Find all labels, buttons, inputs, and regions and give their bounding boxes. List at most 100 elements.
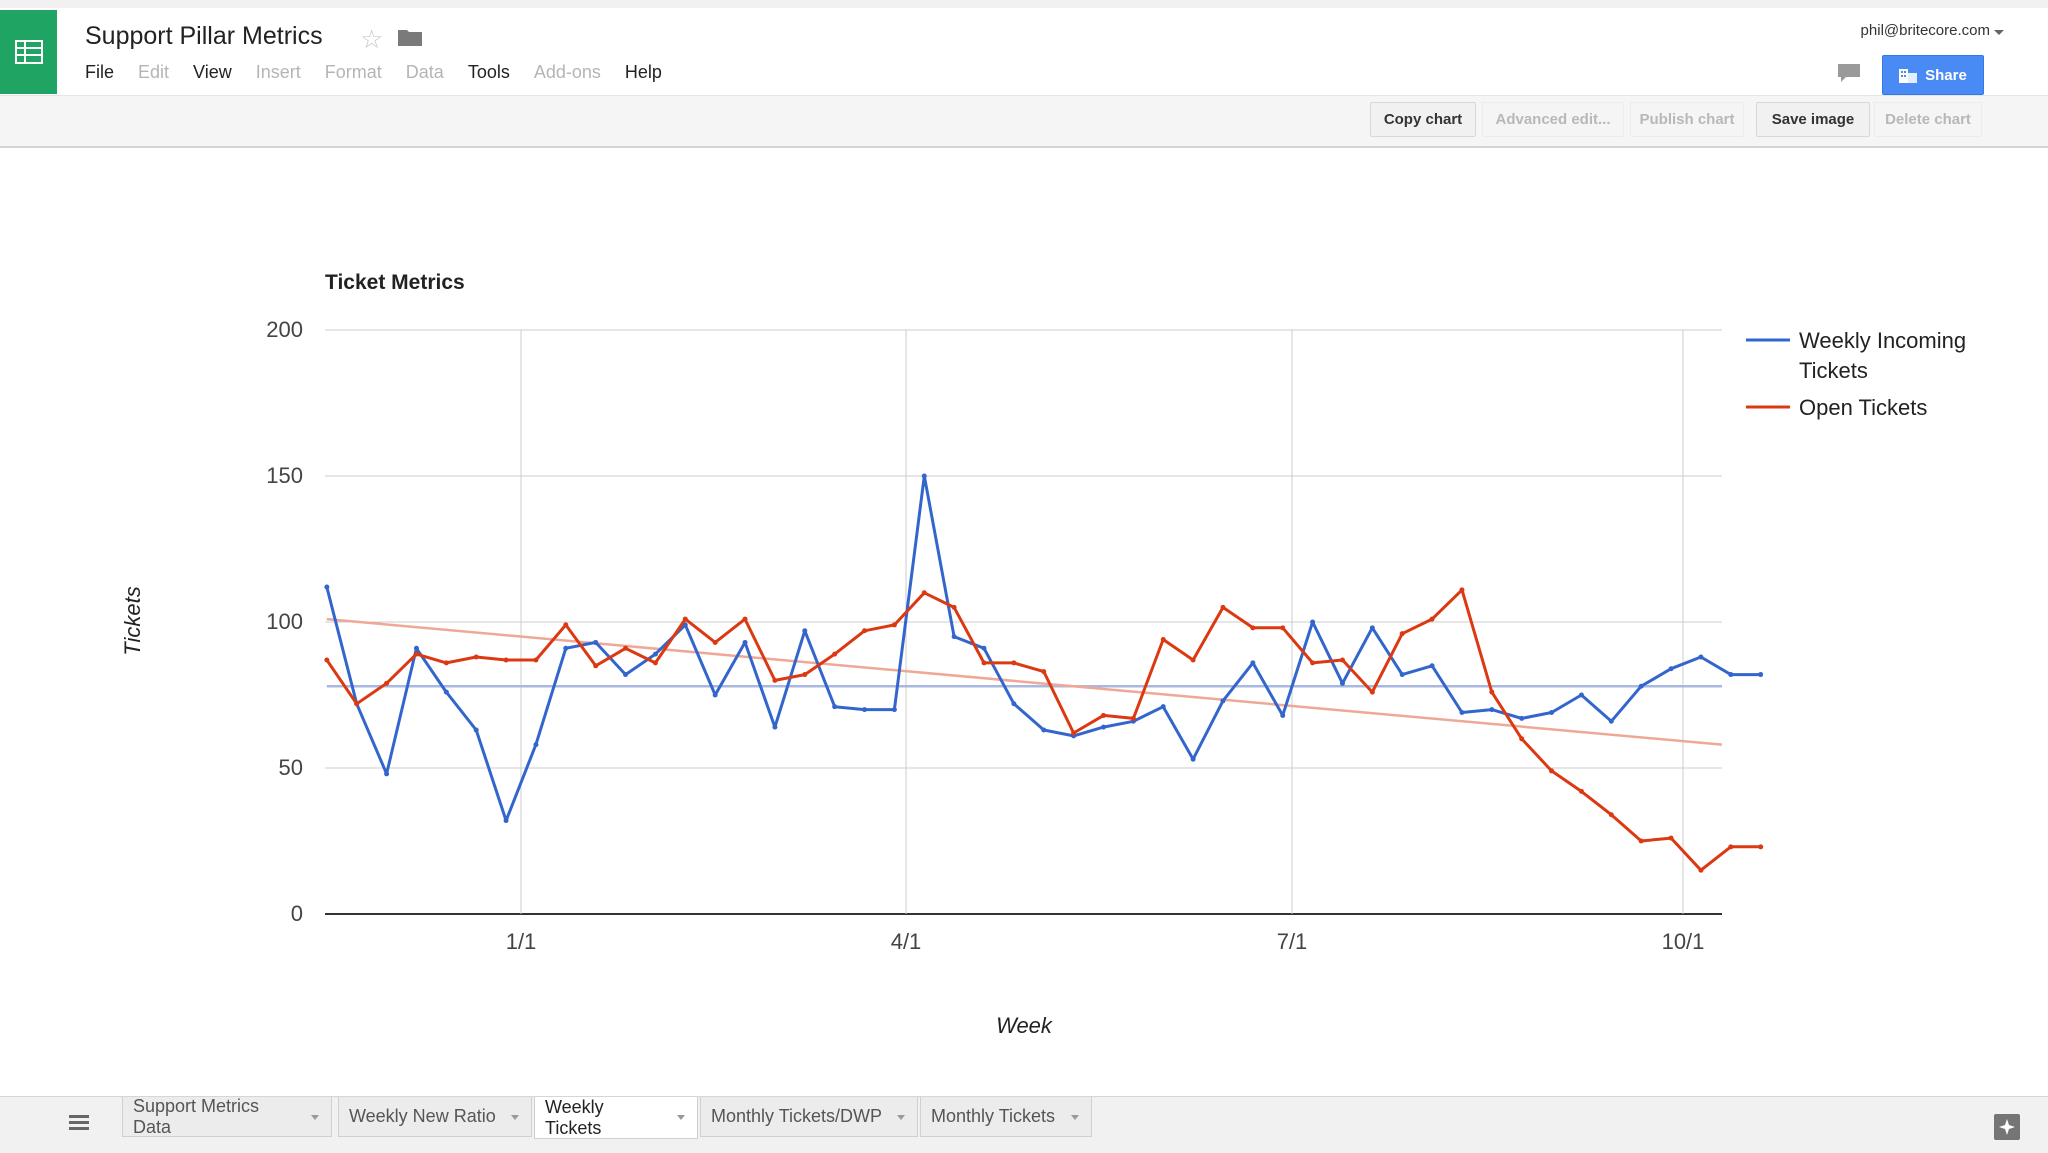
sheet-tab-weekly-new-ratio[interactable]: Weekly New Ratio — [338, 1097, 532, 1137]
data-point[interactable] — [891, 622, 897, 628]
account-caret-icon[interactable] — [1994, 30, 2004, 35]
data-point[interactable] — [1459, 587, 1465, 593]
data-point[interactable] — [443, 689, 449, 695]
data-point[interactable] — [1071, 730, 1077, 736]
data-point[interactable] — [802, 672, 808, 678]
data-point[interactable] — [1608, 812, 1614, 818]
data-point[interactable] — [533, 657, 539, 663]
data-point[interactable] — [1339, 680, 1345, 686]
data-point[interactable] — [443, 660, 449, 666]
data-point[interactable] — [862, 628, 868, 634]
data-point[interactable] — [712, 692, 718, 698]
data-point[interactable] — [742, 616, 748, 622]
menu-insert[interactable]: Insert — [255, 62, 301, 82]
data-point[interactable] — [593, 663, 599, 669]
data-point[interactable] — [802, 628, 808, 634]
data-point[interactable] — [1280, 625, 1286, 631]
share-button[interactable]: Share — [1882, 55, 1984, 95]
data-point[interactable] — [1369, 689, 1375, 695]
data-point[interactable] — [832, 651, 838, 657]
data-point[interactable] — [1519, 736, 1525, 742]
data-point[interactable] — [682, 616, 688, 622]
data-point[interactable] — [772, 677, 778, 683]
data-point[interactable] — [1100, 712, 1106, 718]
document-title[interactable]: Support Pillar Metrics — [85, 22, 323, 50]
data-point[interactable] — [1190, 756, 1196, 762]
menu-file[interactable]: File — [85, 62, 115, 82]
advanced-edit-button[interactable]: Advanced edit... — [1482, 102, 1624, 137]
tab-dropdown-caret-icon[interactable] — [1071, 1115, 1079, 1120]
data-point[interactable] — [1041, 669, 1047, 675]
data-point[interactable] — [981, 660, 987, 666]
data-point[interactable] — [652, 651, 658, 657]
data-point[interactable] — [1399, 672, 1405, 678]
data-point[interactable] — [1698, 867, 1704, 873]
data-point[interactable] — [324, 657, 330, 663]
copy-chart-button[interactable]: Copy chart — [1370, 102, 1476, 137]
data-point[interactable] — [1041, 727, 1047, 733]
menu-data[interactable]: Data — [405, 62, 444, 82]
data-point[interactable] — [1220, 698, 1226, 704]
data-point[interactable] — [1011, 660, 1017, 666]
data-point[interactable] — [1638, 683, 1644, 689]
data-point[interactable] — [1429, 616, 1435, 622]
data-point[interactable] — [772, 724, 778, 730]
data-point[interactable] — [921, 473, 927, 479]
save-image-button[interactable]: Save image — [1756, 102, 1870, 137]
star-icon[interactable]: ☆ — [360, 24, 384, 54]
menu-view[interactable]: View — [193, 62, 232, 82]
data-point[interactable] — [1250, 660, 1256, 666]
tab-dropdown-caret-icon[interactable] — [511, 1115, 519, 1120]
data-point[interactable] — [1608, 718, 1614, 724]
data-point[interactable] — [1130, 715, 1136, 721]
data-point[interactable] — [1160, 704, 1166, 710]
data-point[interactable] — [623, 672, 629, 678]
data-point[interactable] — [981, 645, 987, 651]
data-point[interactable] — [1339, 657, 1345, 663]
comments-icon[interactable] — [1838, 64, 1860, 87]
data-point[interactable] — [354, 701, 360, 707]
data-point[interactable] — [1728, 844, 1734, 850]
data-point[interactable] — [503, 818, 509, 824]
data-point[interactable] — [1728, 672, 1734, 678]
data-point[interactable] — [1100, 724, 1106, 730]
sheet-tab-monthly-tickets-dwp[interactable]: Monthly Tickets/DWP — [700, 1097, 918, 1137]
tab-dropdown-caret-icon[interactable] — [311, 1115, 319, 1120]
ticket-metrics-chart[interactable]: 0 50 100 150 200 1/1 4/1 7/1 10/1 Ticket Metrics W… — [0, 148, 2048, 1094]
data-point[interactable] — [951, 604, 957, 610]
data-point[interactable] — [1578, 692, 1584, 698]
data-point[interactable] — [682, 622, 688, 628]
sheet-tab-monthly-tickets[interactable]: Monthly Tickets — [920, 1097, 1092, 1137]
menu-add-ons[interactable]: Add-ons — [533, 62, 601, 82]
data-point[interactable] — [1668, 666, 1674, 672]
data-point[interactable] — [473, 654, 479, 660]
publish-chart-button[interactable]: Publish chart — [1630, 102, 1744, 137]
sheet-tab-weekly-tickets[interactable]: Weekly Tickets — [534, 1097, 698, 1139]
data-point[interactable] — [503, 657, 509, 663]
menu-format[interactable]: Format — [324, 62, 382, 82]
data-point[interactable] — [1429, 663, 1435, 669]
tab-dropdown-caret-icon[interactable] — [677, 1115, 685, 1120]
data-point[interactable] — [1758, 844, 1764, 850]
data-point[interactable] — [1758, 672, 1764, 678]
data-point[interactable] — [742, 639, 748, 645]
data-point[interactable] — [384, 771, 390, 777]
folder-icon[interactable] — [398, 28, 422, 51]
explore-icon[interactable] — [1994, 1114, 2020, 1145]
data-point[interactable] — [563, 645, 569, 651]
data-point[interactable] — [712, 639, 718, 645]
data-point[interactable] — [473, 727, 479, 733]
data-point[interactable] — [623, 645, 629, 651]
data-point[interactable] — [1399, 631, 1405, 637]
data-point[interactable] — [1011, 701, 1017, 707]
data-point[interactable] — [951, 634, 957, 640]
user-email[interactable]: phil@britecore.com — [1860, 22, 1990, 39]
data-point[interactable] — [832, 704, 838, 710]
data-point[interactable] — [384, 680, 390, 686]
tab-dropdown-caret-icon[interactable] — [897, 1115, 905, 1120]
data-point[interactable] — [891, 707, 897, 713]
data-point[interactable] — [324, 584, 330, 590]
data-point[interactable] — [1489, 689, 1495, 695]
sheets-menu-icon[interactable] — [69, 1115, 89, 1136]
menu-edit[interactable]: Edit — [138, 62, 170, 82]
